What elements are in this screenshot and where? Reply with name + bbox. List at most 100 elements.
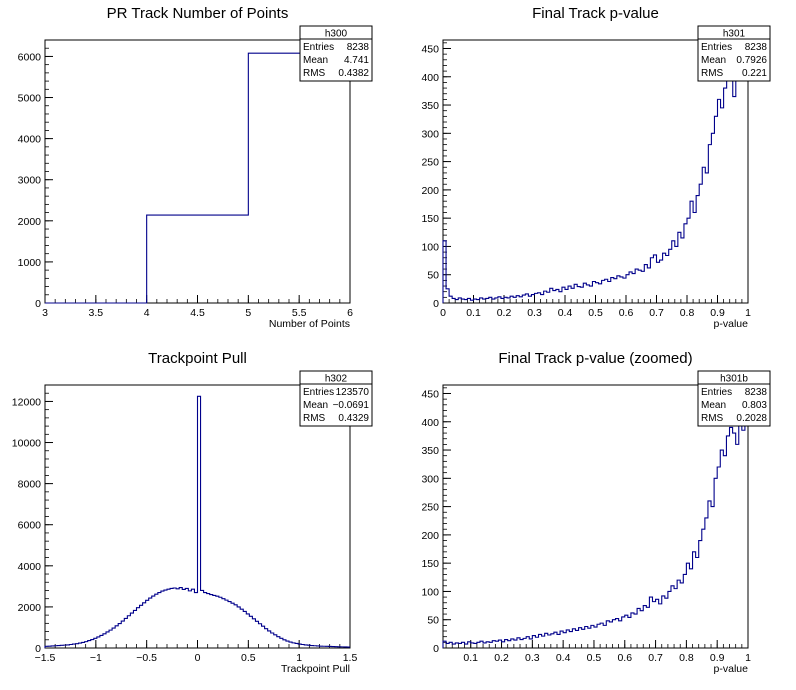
x-tick-label: 0.3 (525, 652, 540, 664)
histogram-bin (225, 600, 228, 648)
histogram-bin (711, 507, 714, 648)
histogram-bin (687, 218, 690, 303)
histogram-bin (252, 619, 255, 648)
x-tick-label: 0.1 (463, 652, 478, 664)
y-tick-label: 250 (421, 157, 439, 169)
x-tick-label: 1 (745, 307, 751, 319)
x-tick-label: 0.8 (679, 652, 694, 664)
stats-label-rms: RMS (701, 413, 724, 424)
x-tick-label: 0.4 (556, 652, 571, 664)
histogram-bin (730, 427, 733, 648)
histogram-bin (718, 99, 721, 303)
histogram-bin (234, 605, 237, 648)
histogram-bin (452, 644, 455, 648)
y-tick-label: 0 (433, 643, 439, 655)
histogram-bin (127, 616, 130, 648)
histogram-bin (717, 467, 720, 648)
histogram-bin (520, 640, 523, 648)
histogram-bin (702, 167, 705, 303)
chart-title: Final Track p-value (532, 5, 659, 22)
histogram-bin (631, 613, 634, 648)
histogram-bin (605, 279, 608, 303)
histogram-panel-2: Final Track p-value 0 0.1 0.2 0.3 0.4 0.5 0.6 0.… (421, 5, 771, 330)
histogram-bin (693, 213, 696, 303)
histogram-bin (265, 629, 268, 648)
histogram-bin (143, 603, 146, 648)
x-tick-label: 5 (245, 307, 251, 319)
histogram-bin (147, 215, 249, 303)
y-tick-label: 0 (35, 298, 41, 310)
histogram-bin (231, 603, 234, 648)
histogram-bin (237, 607, 240, 648)
stats-label-entries: Entries (701, 42, 732, 53)
stats-label-mean: Mean (701, 400, 726, 411)
histogram-bin (173, 588, 176, 648)
histogram-bin (106, 632, 109, 648)
histogram-bin (634, 614, 637, 648)
histogram-bin (109, 630, 112, 648)
histogram-bin (557, 634, 560, 648)
histogram-bin (643, 606, 646, 648)
histogram-bin (185, 588, 188, 648)
histogram-bin (705, 518, 708, 648)
histogram-bin (724, 88, 727, 303)
histogram-series (442, 398, 748, 648)
stats-value-mean: 0.7926 (736, 55, 767, 66)
histogram-panel-4: Final Track p-value (zoomed) 0.1 0.2 0.3 0.4… (421, 350, 771, 675)
stats-label-rms: RMS (303, 413, 326, 424)
histogram-bin (620, 277, 623, 303)
histogram-bin (541, 295, 544, 303)
histogram-bin (730, 77, 733, 303)
histogram-bin (638, 270, 641, 303)
stats-value-mean: 0.803 (742, 400, 767, 411)
histogram-bin (474, 643, 477, 648)
y-tick-label: 200 (421, 530, 439, 542)
histogram-bin (582, 629, 585, 648)
histogram-bin (663, 253, 666, 303)
histogram-series (45, 52, 350, 304)
y-tick-label: 300 (421, 473, 439, 485)
histogram-bin (210, 595, 213, 648)
y-tick-label: 4000 (18, 134, 42, 146)
histogram-bin (176, 589, 179, 648)
histogram-bin (742, 430, 745, 648)
stats-value-entries: 8238 (745, 387, 768, 398)
stats-box-frame (299, 25, 373, 82)
x-tick-label: 0.6 (617, 652, 632, 664)
histogram-bin (519, 297, 522, 303)
histogram-bin (507, 298, 510, 303)
histogram-bin (669, 249, 672, 303)
histogram-bin (248, 53, 350, 303)
stats-label-mean: Mean (303, 400, 328, 411)
histogram-bin (146, 600, 149, 648)
stats-name: h301 (723, 29, 746, 40)
x-tick-label: 0.4 (558, 307, 573, 319)
histogram-bin (660, 260, 663, 303)
x-tick-label: 0.9 (710, 307, 725, 319)
histogram-bin (742, 51, 745, 303)
stats-label-entries: Entries (303, 42, 334, 53)
histogram-bin (629, 272, 632, 303)
histogram-bin (255, 621, 258, 648)
histogram-bin (569, 632, 572, 648)
y-tick-label: 450 (421, 388, 439, 400)
y-tick-label: 4000 (18, 561, 42, 573)
histogram-bin (666, 255, 669, 303)
histogram-bin (548, 635, 551, 648)
histogram-bin (739, 77, 742, 303)
histogram-bin (720, 450, 723, 648)
histogram-bin (721, 108, 724, 303)
histogram-bin (204, 593, 207, 648)
histogram-bin (246, 614, 249, 648)
x-tick-label: 0 (440, 307, 446, 319)
stats-name: h302 (325, 374, 348, 385)
histogram-bin (207, 594, 210, 648)
stats-value-mean: 4.741 (344, 55, 369, 66)
y-tick-label: 200 (421, 185, 439, 197)
histogram-bin (465, 644, 468, 648)
histogram-bin (614, 279, 617, 303)
histogram-bin (599, 284, 602, 303)
stats-label-rms: RMS (303, 68, 326, 79)
histogram-bin (551, 634, 554, 648)
histogram-bin (672, 241, 675, 303)
